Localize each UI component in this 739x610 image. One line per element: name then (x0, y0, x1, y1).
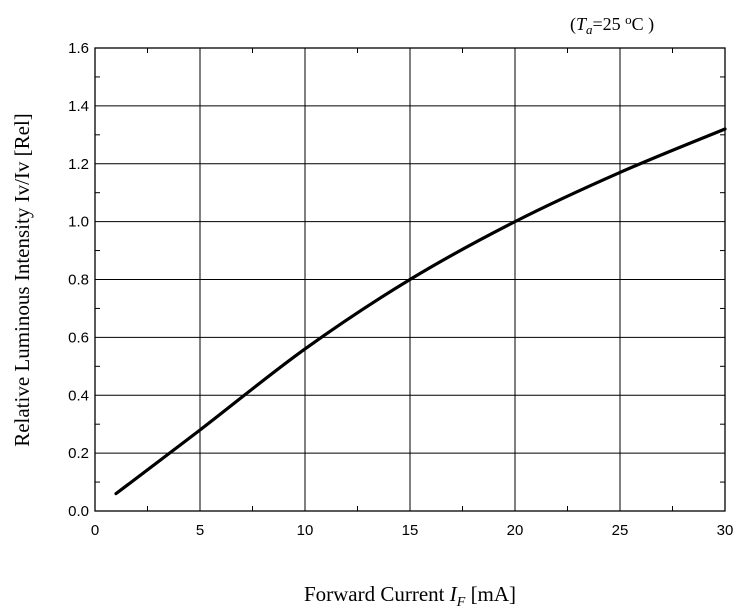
condition-subscript: a (586, 22, 593, 37)
x-tick-label: 10 (297, 522, 314, 539)
y-tick-label: 1.2 (68, 156, 89, 173)
x-tick-label: 25 (612, 522, 629, 539)
condition-open: ( (570, 14, 576, 35)
x-axis-title-prefix: Forward Current (304, 582, 450, 606)
x-tick-label: 20 (507, 522, 524, 539)
x-tick-labels: 0 5 10 15 20 25 30 (91, 522, 734, 539)
x-axis-title-symbol: I (449, 582, 458, 606)
condition-annotation: (Ta=25 oC ) (570, 12, 654, 37)
x-axis-title-subscript: F (456, 595, 466, 610)
condition-symbol: T (576, 14, 588, 34)
minor-ticks (95, 48, 725, 511)
x-axis-title: Forward Current IF [mA] (304, 582, 516, 610)
x-tick-label: 30 (717, 522, 734, 539)
y-tick-label: 0.8 (68, 272, 89, 289)
y-tick-label: 1.6 (68, 40, 89, 57)
x-axis-title-unit: [mA] (465, 582, 516, 606)
series-line (114, 127, 727, 496)
plot-frame (94, 47, 726, 512)
y-tick-label: 0.0 (68, 503, 89, 520)
x-tick-label: 15 (402, 522, 419, 539)
x-tick-label: 0 (91, 522, 99, 539)
condition-degree: o (625, 12, 632, 27)
y-axis-title: Relative Luminous Intensity Iv/Iv [Rel] (10, 113, 34, 447)
condition-unit: C ) (632, 14, 655, 35)
y-tick-label: 0.2 (68, 445, 89, 462)
y-tick-label: 0.6 (68, 329, 89, 346)
y-tick-label: 0.4 (68, 387, 89, 404)
x-tick-label: 5 (196, 522, 204, 539)
y-tick-label: 1.0 (68, 214, 89, 231)
condition-value: =25 (593, 14, 626, 34)
y-tick-label: 1.4 (68, 98, 89, 115)
y-tick-labels: 0.0 0.2 0.4 0.6 0.8 1.0 1.2 1.4 1.6 (68, 40, 89, 520)
